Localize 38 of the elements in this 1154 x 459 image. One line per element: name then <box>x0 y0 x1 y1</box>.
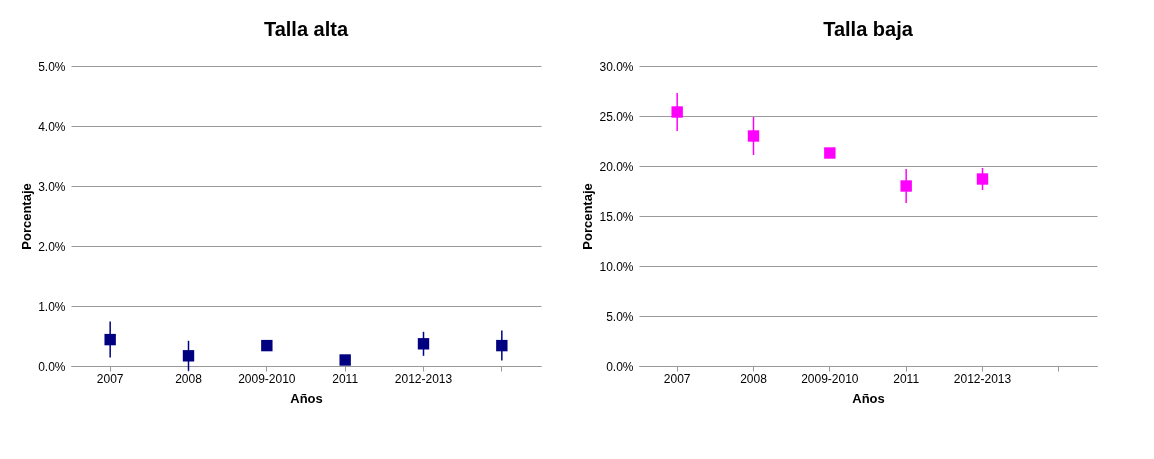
x-tick-label: 2008 <box>740 371 768 386</box>
chart-title: Talla baja <box>823 18 914 40</box>
point <box>976 173 989 185</box>
point <box>747 130 760 142</box>
point <box>417 338 430 350</box>
y-tick-label: 20.0% <box>599 159 634 174</box>
point <box>671 106 683 118</box>
x-axis-title: Años <box>852 390 885 406</box>
y-tick-label: 5.0% <box>38 59 66 74</box>
y-tick-label: 0.0% <box>606 359 634 374</box>
y-tick-label: 25.0% <box>599 109 634 124</box>
x-tick-label: 2008 <box>175 371 203 386</box>
x-tick-label: 2012-2013 <box>394 371 453 386</box>
y-tick-label: 1.0% <box>38 299 66 314</box>
y-tick-label: 15.0% <box>599 209 634 224</box>
x-tick-label: 2009-2010 <box>238 371 296 386</box>
y-tick-label: 2.0% <box>38 239 66 254</box>
point <box>182 350 195 362</box>
x-tick-label: 2011 <box>332 371 359 386</box>
point <box>339 354 351 366</box>
point <box>900 180 912 192</box>
y-tick-label: 3.0% <box>38 179 66 194</box>
point <box>824 147 836 159</box>
x-tick-label: 2007 <box>96 371 124 386</box>
point <box>261 339 273 352</box>
x-tick-label: 2007 <box>663 371 691 386</box>
x-tick-label: 2011 <box>893 371 920 386</box>
y-axis-title: Porcentaje <box>580 183 596 250</box>
y-tick-label: 30.0% <box>599 59 634 74</box>
y-tick-label: 0.0% <box>38 359 66 374</box>
y-tick-label: 5.0% <box>606 309 634 324</box>
chart-title: Talla alta <box>263 18 349 40</box>
y-tick-label: 4.0% <box>38 119 66 134</box>
x-axis-title: Años <box>290 390 323 406</box>
y-tick-label: 10.0% <box>599 259 634 274</box>
x-tick-label: 2012-2013 <box>953 371 1012 386</box>
x-tick-label: 2009-2010 <box>801 371 859 386</box>
y-axis-title: Porcentaje <box>19 183 35 250</box>
